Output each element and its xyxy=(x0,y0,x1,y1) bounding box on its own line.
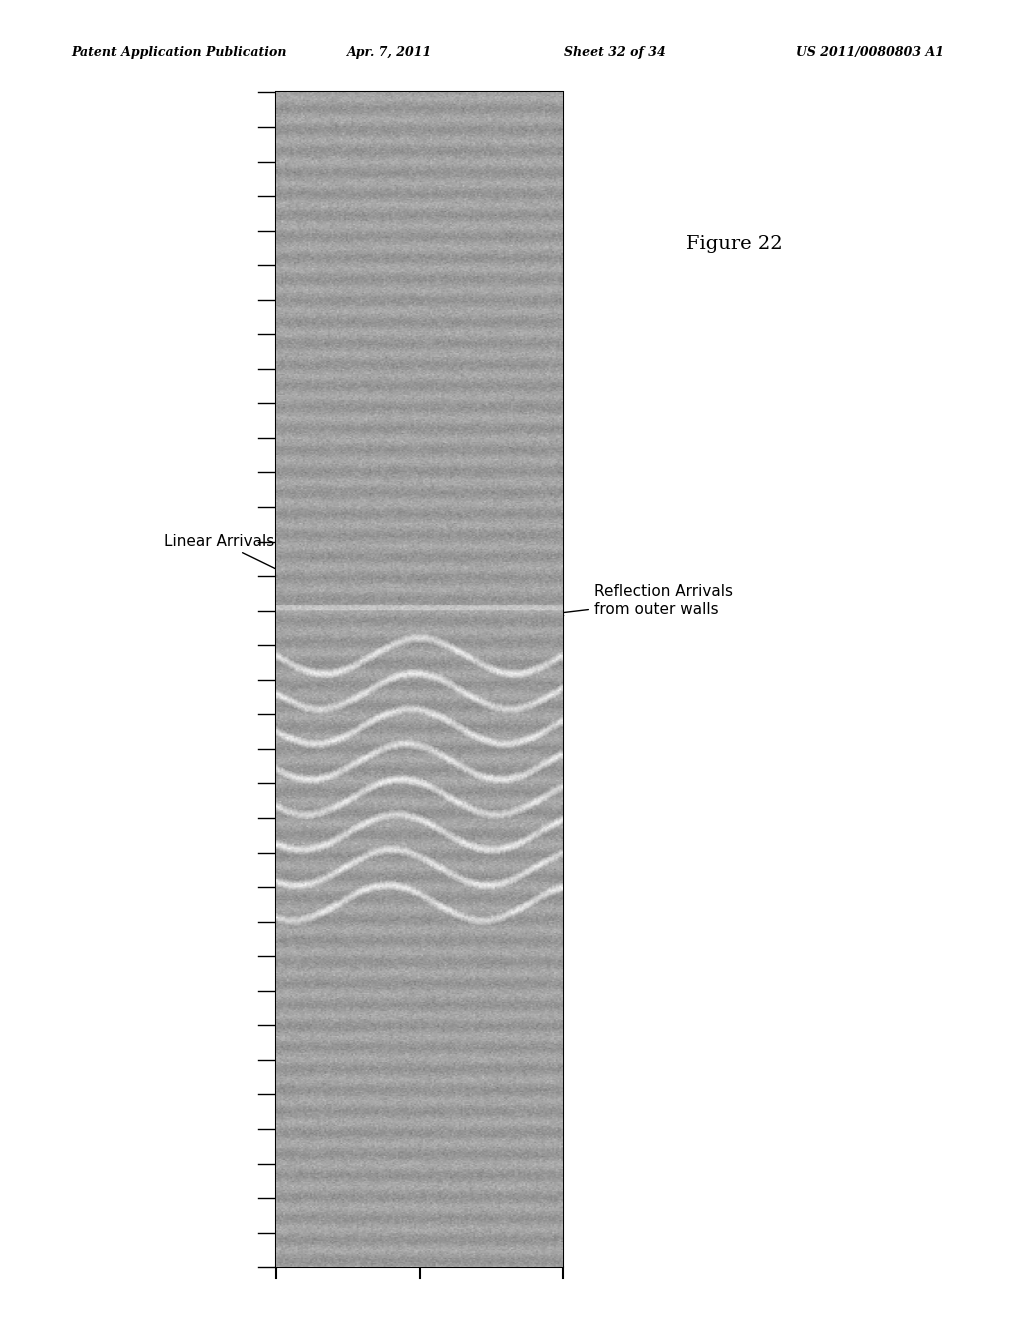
Text: Sheet 32 of 34: Sheet 32 of 34 xyxy=(563,46,666,59)
Text: Reflection Arrivals
from outer walls: Reflection Arrivals from outer walls xyxy=(557,585,733,616)
Text: Patent Application Publication: Patent Application Publication xyxy=(72,46,287,59)
Text: US 2011/0080803 A1: US 2011/0080803 A1 xyxy=(797,46,944,59)
Text: Linear Arrivals: Linear Arrivals xyxy=(164,533,283,573)
Bar xyxy=(276,92,563,1267)
Text: Figure 22: Figure 22 xyxy=(686,235,782,253)
Text: Apr. 7, 2011: Apr. 7, 2011 xyxy=(346,46,432,59)
